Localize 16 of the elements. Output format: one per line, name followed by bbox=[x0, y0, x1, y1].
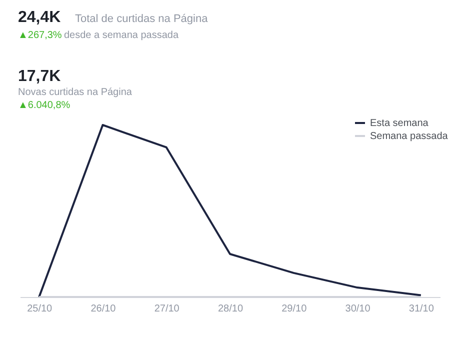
legend-label: Semana passada bbox=[370, 131, 448, 142]
x-tick-label: 28/10 bbox=[218, 304, 244, 314]
text: Novas curtidas na Página bbox=[18, 87, 132, 98]
x-tick-label: 29/10 bbox=[282, 304, 308, 314]
text: ▲6.040,8% bbox=[18, 100, 70, 111]
text: Total de curtidas na Página bbox=[75, 13, 209, 25]
legend-label: Esta semana bbox=[370, 118, 429, 129]
x-tick-label: 25/10 bbox=[27, 304, 53, 314]
text: 17,7K bbox=[18, 68, 62, 85]
x-tick-label: 31/10 bbox=[408, 304, 434, 314]
text: ▲267,3% bbox=[18, 30, 62, 41]
x-tick-label: 26/10 bbox=[90, 304, 116, 314]
x-tick-label: 30/10 bbox=[345, 304, 371, 314]
x-tick-label: 27/10 bbox=[154, 304, 180, 314]
text: desde a semana passada bbox=[64, 30, 179, 41]
text: 24,4K bbox=[18, 9, 62, 26]
